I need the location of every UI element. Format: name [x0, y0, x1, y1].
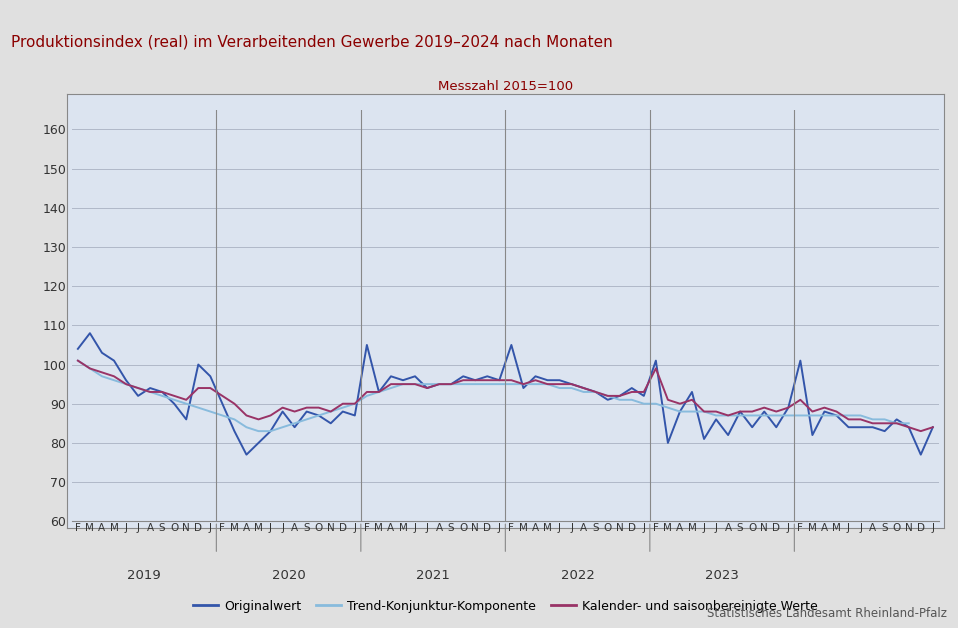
Legend: Originalwert, Trend-Konjunktur-Komponente, Kalender- und saisonbereinigte Werte: Originalwert, Trend-Konjunktur-Komponent…	[188, 595, 823, 618]
Text: 2023: 2023	[705, 568, 739, 582]
Text: Produktionsindex (real) im Verarbeitenden Gewerbe 2019–2024 nach Monaten: Produktionsindex (real) im Verarbeitende…	[11, 35, 613, 50]
Text: 2022: 2022	[560, 568, 595, 582]
Text: Statistisches Landesamt Rheinland-Pfalz: Statistisches Landesamt Rheinland-Pfalz	[706, 607, 947, 620]
Text: 2020: 2020	[272, 568, 306, 582]
Text: 2019: 2019	[127, 568, 161, 582]
Text: Messzahl 2015=100: Messzahl 2015=100	[438, 80, 573, 94]
Text: 2021: 2021	[416, 568, 450, 582]
